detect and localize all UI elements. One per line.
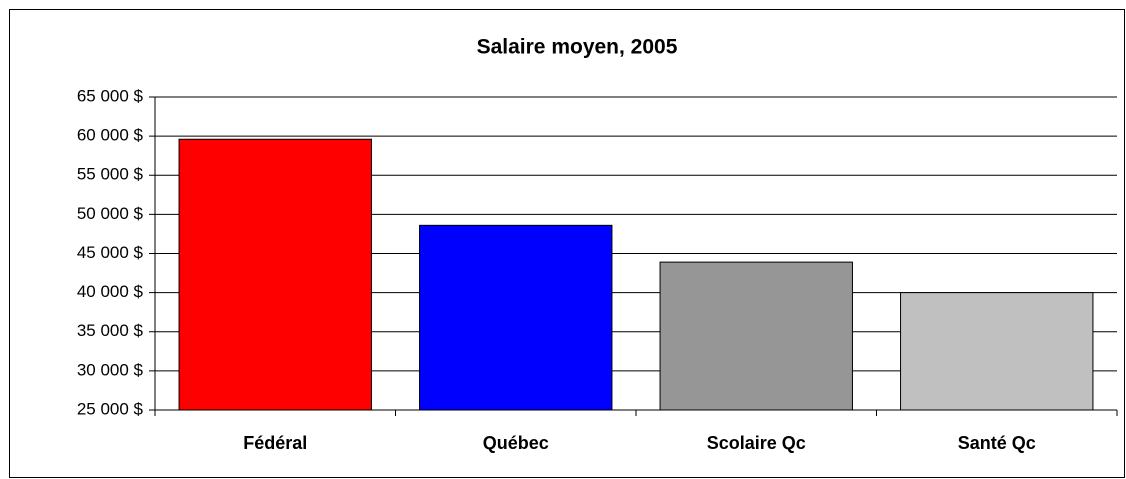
y-tick-label: 25 000 $ (77, 399, 144, 418)
y-tick-label: 35 000 $ (77, 321, 144, 340)
y-tick-label: 45 000 $ (77, 243, 144, 262)
y-tick-label: 60 000 $ (77, 126, 144, 145)
x-tick-label: Scolaire Qc (707, 433, 806, 453)
x-tick-label: Québec (483, 433, 549, 453)
bar (659, 261, 853, 411)
bar (178, 138, 372, 411)
y-tick-label: 30 000 $ (77, 360, 144, 379)
y-tick-label: 40 000 $ (77, 282, 144, 301)
y-tick-label: 50 000 $ (77, 204, 144, 223)
y-tick-label: 55 000 $ (77, 165, 144, 184)
bar (419, 224, 613, 411)
x-tick-label: Santé Qc (958, 433, 1036, 453)
chart-title: Salaire moyen, 2005 (477, 36, 678, 59)
y-tick-label: 65 000 $ (77, 86, 144, 105)
bar (900, 292, 1094, 411)
x-tick-label: Fédéral (243, 433, 307, 453)
